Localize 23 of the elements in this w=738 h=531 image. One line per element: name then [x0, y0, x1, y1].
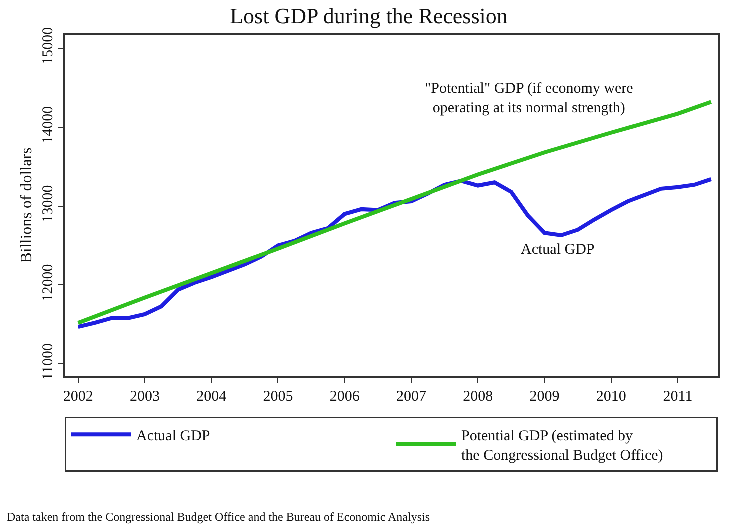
x-tick-label: 2009	[530, 388, 560, 405]
x-tick-label: 2011	[663, 388, 693, 405]
line-series	[76, 100, 714, 326]
annotation: Actual GDP	[521, 242, 595, 258]
y-tick-label: 15000	[40, 27, 56, 65]
x-tick-label: 2008	[463, 388, 494, 405]
legend-label: Actual GDP	[136, 428, 210, 445]
y-tick-label: 12000	[40, 264, 56, 302]
y-tick-label: 13000	[40, 185, 56, 223]
text: Data taken from the Congressional Budget Office and the Bureau of Economic Analysis	[7, 510, 430, 524]
x-tick-label: 2003	[130, 388, 160, 405]
x-tick-label: 2002	[63, 388, 94, 405]
legend-label: Potential GDP (estimated by the Congressional Budget Office)	[462, 428, 664, 464]
annotation: "Potential" GDP (if economy were operating at its normal strength)	[425, 81, 634, 116]
y-tick-label: 11000	[40, 343, 56, 380]
x-tick-label: 2005	[263, 388, 294, 405]
x-tick-label: 2007	[396, 388, 427, 405]
x-tick-label: 2004	[196, 388, 228, 405]
x-tick-label: 2010	[596, 388, 626, 405]
y-axis-title: Billions of dollars	[18, 148, 36, 264]
x-tick-label: 2006	[330, 388, 360, 405]
y-tick-label: 14000	[40, 106, 56, 144]
chart-title: Lost GDP during the Recession	[230, 3, 508, 28]
